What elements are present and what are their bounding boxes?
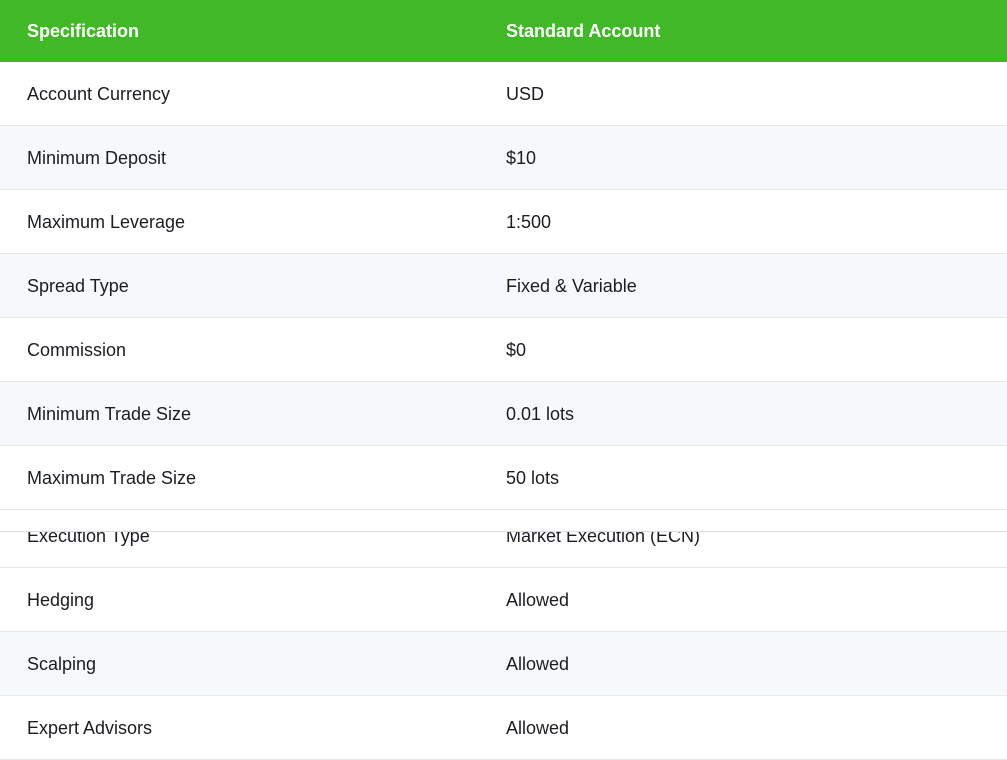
- spec-cell: Expert Advisors: [27, 718, 153, 738]
- table-row: Hedging Allowed: [0, 568, 1007, 632]
- value-cell: Fixed & Variable: [506, 276, 637, 296]
- table-row: Account Currency USD: [0, 62, 1007, 126]
- table-row: Spread Type Fixed & Variable: [0, 254, 1007, 318]
- row-content: Minimum Trade Size 0.01 lots: [0, 382, 1007, 445]
- value-cell: Market Execution (ECN): [506, 532, 701, 546]
- header-cell: Standard Account: [506, 21, 661, 41]
- value-cell: 0.01 lots: [506, 404, 575, 424]
- value-cell: Allowed: [506, 654, 570, 674]
- spec-cell: Account Currency: [27, 84, 171, 104]
- value-cell: 1:500: [506, 212, 552, 232]
- spec-cell: Minimum Deposit: [27, 148, 167, 168]
- value-cell: $0: [506, 340, 527, 360]
- spec-cell: Commission: [27, 340, 127, 360]
- value-cell: USD: [506, 84, 545, 104]
- value-cell: $10: [506, 148, 537, 168]
- spec-cell: Spread Type: [27, 276, 129, 296]
- table-row: Minimum Deposit $10: [0, 126, 1007, 190]
- row-content: Maximum Leverage 1:500: [0, 190, 1007, 253]
- row-content: Maximum Trade Size 50 lots: [0, 446, 1007, 509]
- table-row: Commission $0: [0, 318, 1007, 382]
- spec-cell: Execution Type: [27, 532, 150, 546]
- spec-cell: Minimum Trade Size: [27, 404, 192, 424]
- spec-cell: Scalping: [27, 654, 97, 674]
- table-row: Maximum Trade Size 50 lots: [0, 446, 1007, 510]
- spec-cell: Maximum Leverage: [27, 212, 186, 232]
- table-row: Minimum Trade Size 0.01 lots: [0, 382, 1007, 446]
- row-content: Scalping Allowed: [0, 632, 1007, 695]
- table-row: Expert Advisors Allowed: [0, 696, 1007, 760]
- table-row: Execution Type Market Execution (ECN): [0, 532, 1007, 568]
- value-cell: Allowed: [506, 718, 570, 738]
- value-cell: Allowed: [506, 590, 570, 610]
- table-header: Specification Standard Account: [0, 0, 1007, 62]
- row-content: Minimum Deposit $10: [0, 126, 1007, 189]
- value-cell: 50 lots: [506, 468, 560, 488]
- table-row: Scalping Allowed: [0, 632, 1007, 696]
- spec-cell: Hedging: [27, 590, 95, 610]
- row-content: Hedging Allowed: [0, 568, 1007, 631]
- row-content: Expert Advisors Allowed: [0, 696, 1007, 759]
- row-content: Commission $0: [0, 318, 1007, 381]
- spec-cell: Maximum Trade Size: [27, 468, 197, 488]
- row-content: Execution Type Market Execution (ECN): [0, 532, 1007, 567]
- table-row: Maximum Leverage 1:500: [0, 190, 1007, 254]
- row-divider: [0, 510, 1007, 532]
- header-cell: Specification: [27, 21, 140, 41]
- row-content: Spread Type Fixed & Variable: [0, 254, 1007, 317]
- row-content: Account Currency USD: [0, 62, 1007, 125]
